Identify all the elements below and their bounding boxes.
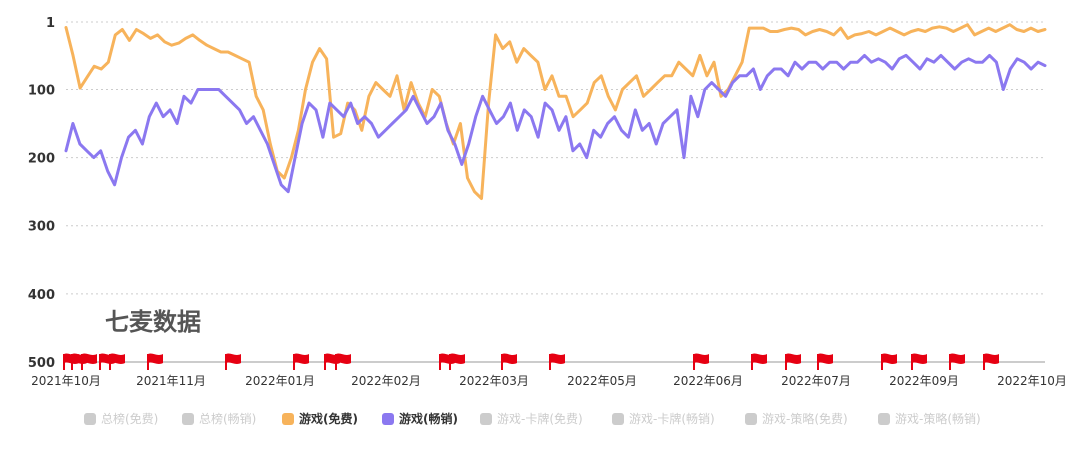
event-flag-icon[interactable] (911, 353, 927, 370)
event-flag-icon[interactable] (335, 353, 351, 370)
legend-swatch (282, 413, 294, 425)
legend-swatch (382, 413, 394, 425)
event-flag-icon[interactable] (949, 353, 965, 370)
x-tick-label: 2022年09月 (889, 374, 959, 388)
event-flag-icon[interactable] (293, 353, 309, 370)
x-tick-label: 2022年07月 (781, 374, 851, 388)
event-flag-icon[interactable] (147, 353, 163, 370)
y-axis-ticks: 1 100 200 300 400 500 (28, 16, 55, 371)
legend-swatch (480, 413, 492, 425)
legend-item[interactable]: 游戏-卡牌(免费) (480, 411, 583, 426)
legend-label: 游戏-卡牌(畅销) (629, 412, 715, 426)
legend-label: 游戏-卡牌(免费) (497, 411, 583, 426)
event-flag-icon[interactable] (693, 353, 709, 370)
legend-label: 总榜(畅销) (199, 411, 256, 426)
legend-swatch (878, 413, 890, 425)
legend-label: 游戏-策略(畅销) (895, 411, 981, 426)
watermark: 七麦数据 (105, 308, 201, 336)
x-tick-label: 2022年05月 (567, 374, 637, 388)
legend-swatch (745, 413, 757, 425)
event-flag-icon[interactable] (225, 353, 241, 370)
event-flag-icon[interactable] (449, 353, 465, 370)
event-flag-icon[interactable] (881, 353, 897, 370)
legend-item[interactable]: 游戏-卡牌(畅销) (612, 412, 715, 426)
event-flag-icon[interactable] (549, 353, 565, 370)
legend-item[interactable]: 游戏-策略(免费) (745, 411, 848, 426)
legend-item[interactable]: 总榜(畅销) (182, 411, 256, 426)
series-lines[interactable] (64, 23, 1047, 200)
legend-item[interactable]: 总榜(免费) (84, 411, 158, 426)
x-tick-label: 2021年11月 (136, 374, 206, 388)
event-flag-icon[interactable] (109, 353, 125, 370)
y-tick-label: 1 (46, 16, 55, 31)
event-flag-icon[interactable] (817, 353, 833, 370)
legend-swatch (84, 413, 96, 425)
legend-swatch (612, 413, 624, 425)
legend[interactable]: 总榜(免费) 总榜(畅销) 游戏(免费) 游戏(畅销) 游戏-卡牌(免费) 游戏-卡牌(畅… (84, 411, 981, 426)
y-tick-label: 500 (28, 356, 55, 371)
x-tick-label: 2022年06月 (673, 374, 743, 388)
legend-label: 游戏(畅销) (399, 411, 458, 426)
legend-label: 总榜(免费) (101, 411, 158, 426)
series-line-3[interactable] (64, 53, 1047, 194)
legend-item[interactable]: 游戏-策略(畅销) (878, 411, 981, 426)
event-flag-icon[interactable] (785, 353, 801, 370)
y-tick-label: 400 (28, 288, 55, 303)
gridlines (66, 21, 1045, 363)
event-flag-icon[interactable] (81, 353, 97, 370)
x-tick-label: 2022年01月 (245, 374, 315, 388)
legend-label: 游戏(免费) (299, 411, 358, 426)
x-tick-label: 2022年02月 (351, 374, 421, 388)
legend-item[interactable]: 游戏(免费) (282, 411, 358, 426)
x-tick-label: 2022年10月 (997, 374, 1067, 388)
series-line-2[interactable] (64, 23, 1047, 200)
legend-item[interactable]: 游戏(畅销) (382, 411, 458, 426)
x-axis-ticks: 2021年10月 2021年11月 2022年01月 2022年02月 2022年03月… (31, 374, 1067, 388)
event-flag-icon[interactable] (983, 353, 999, 370)
legend-label: 游戏-策略(免费) (762, 411, 848, 426)
event-flag-icon[interactable] (751, 353, 767, 370)
event-flag-icon[interactable] (501, 353, 517, 370)
y-tick-label: 300 (28, 220, 55, 235)
event-flags[interactable] (63, 353, 999, 370)
legend-swatch (182, 413, 194, 425)
x-tick-label: 2022年03月 (459, 374, 529, 388)
y-tick-label: 200 (28, 152, 55, 167)
x-tick-label: 2021年10月 (31, 374, 101, 388)
y-tick-label: 100 (28, 83, 55, 98)
